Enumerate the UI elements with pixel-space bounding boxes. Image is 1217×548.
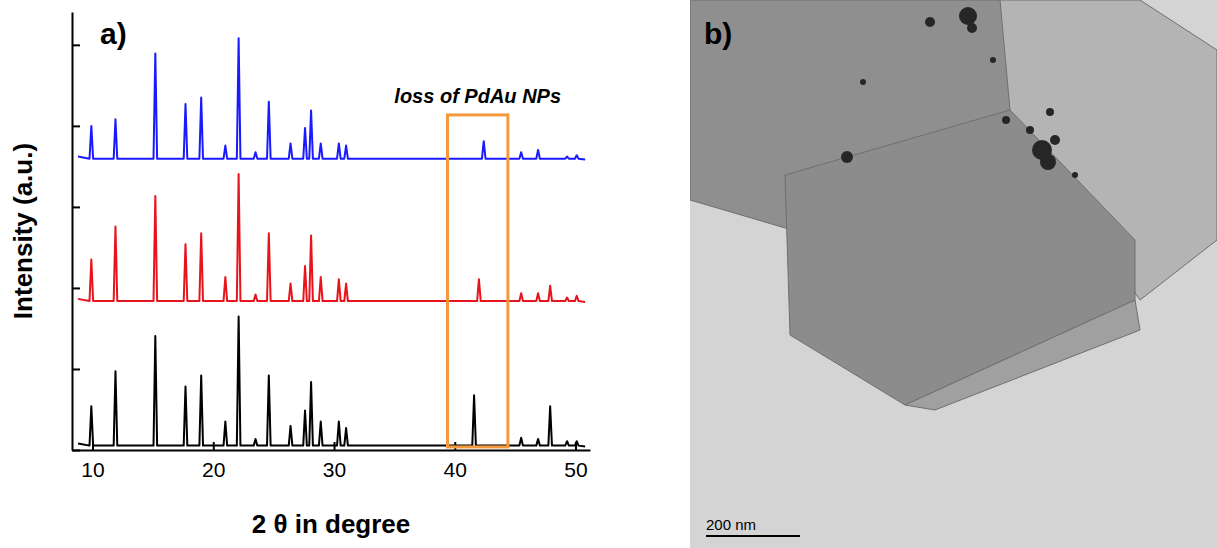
x-tick-label: 50 <box>564 458 587 481</box>
figure-svg: 10 20 30 40 50 2 θ in degree Intensity (a.u.) a… <box>0 0 1217 548</box>
x-tick-label: 30 <box>323 458 346 481</box>
y-tick-mark <box>72 450 80 452</box>
y-tick-mark <box>72 206 80 208</box>
nanoparticle <box>1002 116 1010 124</box>
x-tick: 10 <box>81 442 104 481</box>
scale-bar-label: 200 nm <box>706 516 756 533</box>
nanoparticle <box>1046 108 1054 116</box>
x-tick-label: 10 <box>81 458 104 481</box>
x-tick: 50 <box>564 442 587 481</box>
panel-label: a) <box>100 17 127 50</box>
y-tick <box>72 126 80 127</box>
panel-label: b) <box>704 17 732 50</box>
x-axis-title: 2 θ in degree <box>252 509 411 539</box>
y-tick <box>72 450 80 451</box>
nanoparticle <box>959 7 977 25</box>
y-tick-mark <box>72 368 80 370</box>
annotation-text: loss of PdAu NPs <box>394 85 561 107</box>
x-tick: 30 <box>323 442 346 481</box>
crystal-edge <box>905 300 1140 410</box>
x-axis: 10 20 30 40 50 <box>73 442 591 481</box>
y-tick-mark <box>72 125 80 127</box>
nanoparticle <box>1040 154 1056 170</box>
scale-bar <box>706 535 800 537</box>
y-tick <box>72 207 80 208</box>
crystal-center <box>785 110 1135 405</box>
x-tick-mark <box>213 442 215 450</box>
y-axis <box>72 13 80 451</box>
x-tick-mark <box>92 442 94 450</box>
nanoparticle <box>860 79 866 85</box>
nanoparticle <box>990 57 996 63</box>
y-tick <box>72 45 80 46</box>
y-tick-mark <box>72 287 80 289</box>
y-tick <box>72 369 80 370</box>
x-tick-label: 20 <box>202 458 225 481</box>
nanoparticle <box>1050 135 1060 145</box>
plot-lines <box>78 38 585 446</box>
y-axis-line <box>72 13 74 451</box>
nanoparticle <box>841 151 853 163</box>
x-tick-mark <box>334 442 336 450</box>
tem-background <box>690 0 1217 548</box>
figure: 10 20 30 40 50 2 θ in degree Intensity (a.u.) a… <box>0 0 1217 548</box>
x-tick: 20 <box>202 442 225 481</box>
x-tick-label: 40 <box>444 458 467 481</box>
y-tick-mark <box>72 44 80 46</box>
annotation-box <box>448 115 508 447</box>
nanoparticle <box>967 23 977 33</box>
x-tick-mark <box>575 442 577 450</box>
nanoparticle <box>925 17 935 27</box>
tem-image <box>690 0 1217 548</box>
nanoparticle <box>1072 172 1078 178</box>
y-axis-title: Intensity (a.u.) <box>8 143 38 319</box>
y-tick <box>72 288 80 289</box>
x-axis-line <box>73 450 591 452</box>
nanoparticle <box>1026 126 1034 134</box>
